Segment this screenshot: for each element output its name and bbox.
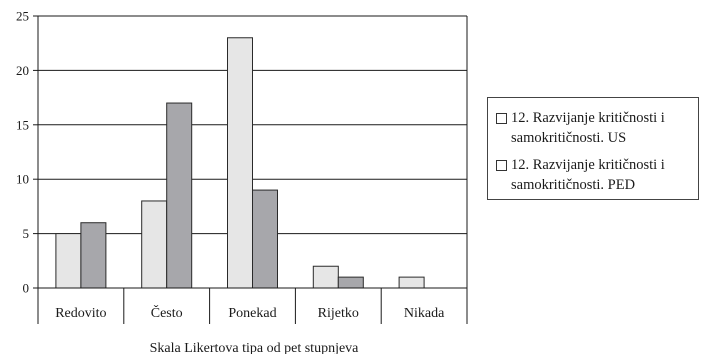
x-category-label: Ponekad (228, 306, 276, 321)
bars (55, 37, 425, 289)
bar-ped-0 (80, 222, 107, 289)
x-category-label: Često (151, 304, 183, 321)
y-tick-label: 10 (16, 172, 29, 187)
y-tick-label: 5 (23, 226, 30, 241)
legend-label-ped: 12. Razvijanje kritičnosti i samokritičn… (511, 157, 665, 193)
y-tick-label: 25 (16, 9, 29, 24)
axes (33, 15, 468, 324)
bar-ped-2 (252, 189, 278, 289)
legend-label-us: 12. Razvijanje kritičnosti i samokritičn… (511, 110, 665, 146)
bar-us-3 (312, 265, 339, 289)
legend-swatch-us (496, 113, 507, 124)
x-category-label: Redovito (55, 306, 106, 321)
bar-ped-1 (166, 102, 193, 289)
legend: 12. Razvijanje kritičnosti i samokritičn… (487, 97, 699, 200)
x-axis-label: Skala Likertova tipa od pet stupnjeva (150, 341, 360, 354)
y-tick-label: 20 (16, 63, 29, 78)
legend-swatch-ped (496, 160, 507, 171)
x-category-label: Nikada (404, 306, 445, 321)
bar-us-2 (227, 37, 253, 289)
y-tick-label: 15 (16, 117, 29, 132)
bar-us-0 (55, 233, 82, 289)
y-tick-label: 0 (23, 281, 30, 296)
legend-item-ped: 12. Razvijanje kritičnosti i samokritičn… (496, 155, 692, 195)
bar-us-4 (398, 276, 425, 289)
bar-us-1 (141, 200, 168, 289)
bar-ped-3 (337, 276, 364, 289)
legend-item-us: 12. Razvijanje kritičnosti i samokritičn… (496, 108, 692, 148)
x-category-label: Rijetko (318, 306, 359, 321)
y-tick-labels: 0 5 10 15 20 25 (16, 9, 29, 296)
x-category-labels: Redovito Često Ponekad Rijetko Nikada (55, 304, 445, 321)
